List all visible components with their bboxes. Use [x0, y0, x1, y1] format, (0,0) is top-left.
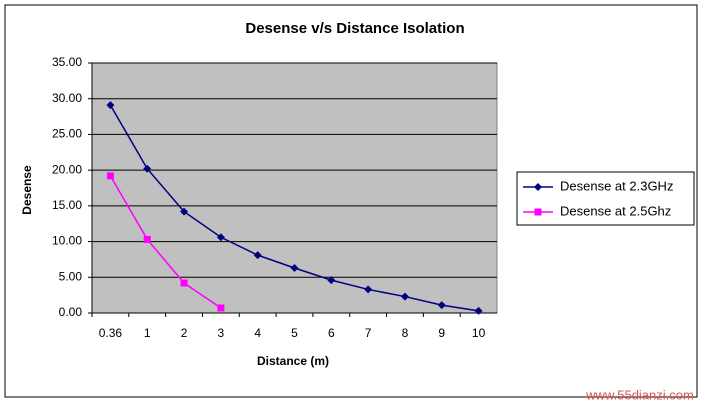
data-point: [400, 292, 409, 301]
watermark: www.55dianzi.com: [585, 387, 694, 402]
legend-marker: [534, 183, 542, 191]
data-point: [180, 279, 188, 287]
x-tick-label: 10: [472, 326, 486, 340]
data-point: [216, 233, 225, 242]
data-point: [180, 207, 189, 216]
x-tick-label: 3: [218, 326, 225, 340]
plot-area: [91, 62, 498, 314]
x-tick-label: 4: [254, 326, 261, 340]
x-tick-label: 1: [144, 326, 151, 340]
x-tick-label: 9: [438, 326, 445, 340]
x-tick-label: 8: [402, 326, 409, 340]
data-point: [253, 251, 262, 260]
y-tick-label: 30.00: [52, 91, 82, 105]
x-tick-label: 7: [365, 326, 372, 340]
chart-title: Desense v/s Distance Isolation: [245, 20, 464, 37]
y-tick-label: 15.00: [52, 198, 82, 212]
x-axis-label: Distance (m): [257, 354, 329, 368]
y-tick-label: 10.00: [52, 234, 82, 248]
y-tick-label: 25.00: [52, 127, 82, 141]
y-axis-label: Desense: [20, 165, 34, 215]
data-point: [290, 264, 299, 272]
data-point: [217, 304, 225, 312]
data-point: [143, 164, 152, 173]
legend-label: Desense at 2.3GHz: [560, 178, 673, 193]
series-line: [109, 175, 222, 309]
data-point: [474, 306, 483, 315]
data-point: [143, 235, 151, 243]
x-tick-label: 6: [328, 326, 335, 340]
data-point: [437, 301, 446, 310]
y-tick-label: 0.00: [59, 305, 83, 319]
legend-label: Desense at 2.5Ghz: [560, 203, 671, 218]
y-tick-label: 20.00: [52, 162, 82, 176]
data-point: [364, 285, 373, 294]
data-point: [106, 172, 114, 180]
legend-marker: [534, 208, 542, 216]
x-tick-label: 5: [291, 326, 298, 340]
y-tick-label: 35.00: [52, 55, 82, 69]
y-tick-label: 5.00: [59, 269, 83, 283]
x-tick-label: 2: [181, 326, 188, 340]
data-point: [327, 276, 336, 285]
legend-box: [516, 171, 695, 226]
x-tick-label: 0.36: [99, 326, 123, 340]
data-point: [106, 101, 115, 110]
